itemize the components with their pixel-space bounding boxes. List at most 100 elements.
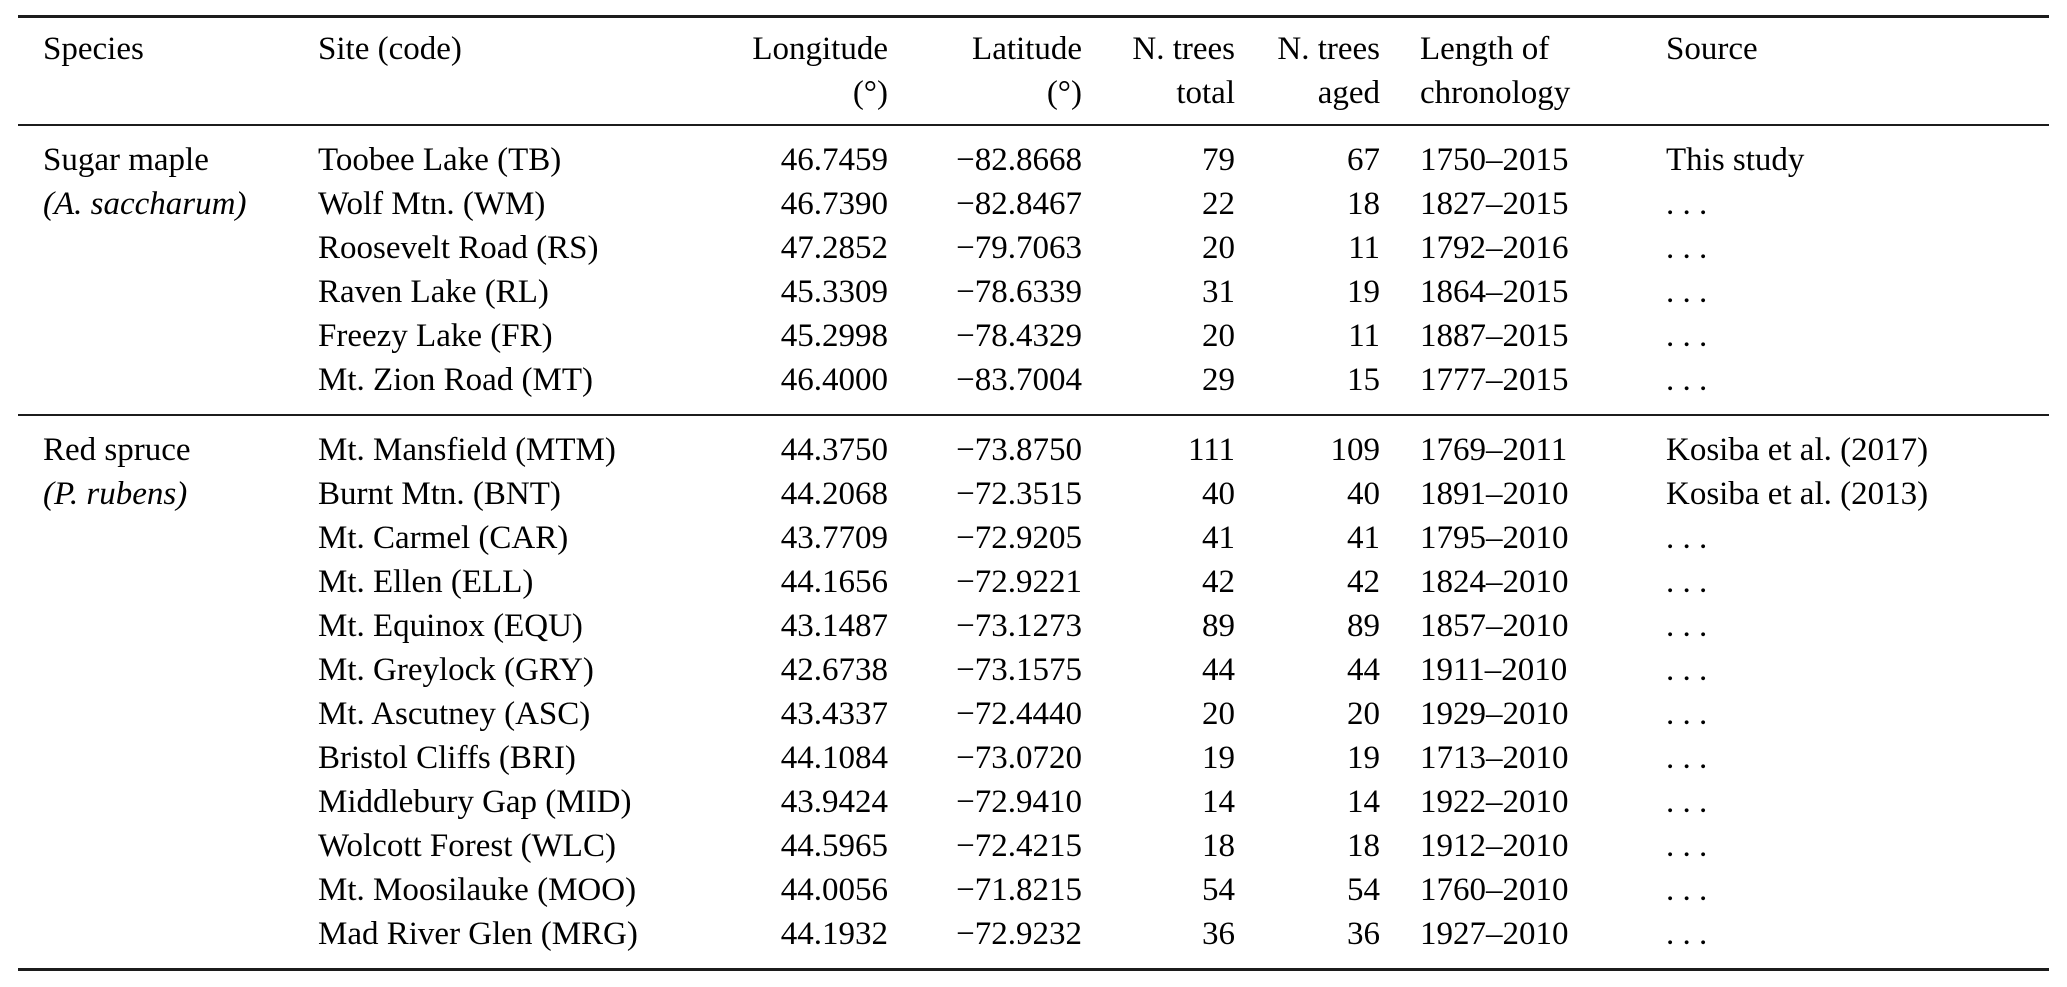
source-cell: . . . xyxy=(1666,318,1708,354)
study-sites-table: Species Site (code) Longitude (°) Latitu… xyxy=(18,15,2049,971)
latitude-cell: −72.9205 xyxy=(956,520,1082,556)
species-latin-name: (P. rubens) xyxy=(43,476,188,512)
longitude-cell: 43.1487 xyxy=(780,608,888,644)
n-trees-total-cell: 19 xyxy=(1202,740,1235,776)
col-header-chronology: Length of chronology xyxy=(1380,17,1666,126)
chronology-cell: 1713–2010 xyxy=(1420,740,1569,776)
site-cell: Burnt Mtn. (BNT) xyxy=(318,476,561,512)
longitude-cell: 43.9424 xyxy=(780,784,888,820)
table-row: Mt. Carmel (CAR) 43.7709 −72.9205 41 41 … xyxy=(18,516,2049,560)
source-cell: . . . xyxy=(1666,872,1708,908)
site-cell: Mt. Greylock (GRY) xyxy=(318,652,594,688)
col-header-source: Source xyxy=(1666,17,2049,126)
n-trees-total-cell: 14 xyxy=(1202,784,1235,820)
source-cell: . . . xyxy=(1666,186,1708,222)
site-cell: Mt. Zion Road (MT) xyxy=(318,362,593,398)
chronology-cell: 1777–2015 xyxy=(1420,362,1569,398)
longitude-cell: 45.2998 xyxy=(780,318,888,354)
chronology-cell: 1891–2010 xyxy=(1420,476,1569,512)
col-header-source-line2 xyxy=(1666,71,2049,115)
longitude-cell: 44.3750 xyxy=(780,432,888,468)
latitude-cell: −78.6339 xyxy=(956,274,1082,310)
latitude-cell: −82.8467 xyxy=(956,186,1082,222)
n-trees-aged-cell: 11 xyxy=(1348,230,1380,266)
site-cell: Wolf Mtn. (WM) xyxy=(318,186,546,222)
table-row: Raven Lake (RL) 45.3309 −78.6339 31 19 1… xyxy=(18,270,2049,314)
site-cell: Mt. Ascutney (ASC) xyxy=(318,696,591,732)
n-trees-total-cell: 89 xyxy=(1202,608,1235,644)
table-row: Mad River Glen (MRG) 44.1932 −72.9232 36… xyxy=(18,912,2049,970)
n-trees-aged-cell: 11 xyxy=(1348,318,1380,354)
col-header-source-line1: Source xyxy=(1666,31,1758,67)
n-trees-total-cell: 41 xyxy=(1202,520,1235,556)
chronology-cell: 1887–2015 xyxy=(1420,318,1569,354)
source-cell: . . . xyxy=(1666,564,1708,600)
species-group-red-spruce: Red spruce (P. rubens) Mt. Mansfield (MT… xyxy=(18,415,2049,970)
site-cell: Mt. Equinox (EQU) xyxy=(318,608,583,644)
n-trees-aged-cell: 20 xyxy=(1347,696,1380,732)
latitude-cell: −82.8668 xyxy=(956,142,1082,178)
n-trees-aged-cell: 54 xyxy=(1347,872,1380,908)
col-header-latitude-line2: (°) xyxy=(1046,75,1082,111)
source-cell: . . . xyxy=(1666,916,1708,952)
source-cell: This study xyxy=(1666,142,1805,178)
source-cell: . . . xyxy=(1666,784,1708,820)
longitude-cell: 44.1084 xyxy=(780,740,888,776)
col-header-latitude-line1: Latitude xyxy=(972,31,1082,67)
table-row: Red spruce (P. rubens) Mt. Mansfield (MT… xyxy=(18,415,2049,512)
source-cell: . . . xyxy=(1666,608,1708,644)
n-trees-total-cell: 22 xyxy=(1202,186,1235,222)
table-header: Species Site (code) Longitude (°) Latitu… xyxy=(18,17,2049,126)
longitude-cell: 42.6738 xyxy=(780,652,888,688)
longitude-cell: 45.3309 xyxy=(780,274,888,310)
latitude-cell: −71.8215 xyxy=(956,872,1082,908)
n-trees-aged-cell: 18 xyxy=(1347,186,1380,222)
species-common-name: Sugar maple xyxy=(43,142,209,178)
table-row: Mt. Moosilauke (MOO) 44.0056 −71.8215 54… xyxy=(18,868,2049,912)
chronology-cell: 1864–2015 xyxy=(1420,274,1569,310)
site-cell: Mt. Mansfield (MTM) xyxy=(318,432,616,468)
latitude-cell: −72.3515 xyxy=(956,476,1082,512)
n-trees-total-cell: 29 xyxy=(1202,362,1235,398)
longitude-cell: 44.1932 xyxy=(780,916,888,952)
chronology-cell: 1929–2010 xyxy=(1420,696,1569,732)
chronology-cell: 1912–2010 xyxy=(1420,828,1569,864)
n-trees-total-cell: 79 xyxy=(1202,142,1235,178)
n-trees-aged-cell: 19 xyxy=(1347,274,1380,310)
chronology-cell: 1795–2010 xyxy=(1420,520,1569,556)
n-trees-total-cell: 44 xyxy=(1202,652,1235,688)
site-cell: Wolcott Forest (WLC) xyxy=(318,828,616,864)
col-header-longitude-line1: Longitude xyxy=(752,31,888,67)
col-header-n-trees-aged: N. trees aged xyxy=(1235,17,1380,126)
source-cell: Kosiba et al. (2017) xyxy=(1666,432,1929,468)
col-header-species-line1: Species xyxy=(43,31,144,67)
n-trees-aged-cell: 41 xyxy=(1347,520,1380,556)
latitude-cell: −72.9410 xyxy=(956,784,1082,820)
site-cell: Mt. Moosilauke (MOO) xyxy=(318,872,637,908)
col-header-site-line1: Site (code) xyxy=(318,31,462,67)
n-trees-aged-cell: 109 xyxy=(1330,432,1381,468)
n-trees-aged-cell: 40 xyxy=(1347,476,1380,512)
chronology-cell: 1927–2010 xyxy=(1420,916,1569,952)
table-row: Roosevelt Road (RS) 47.2852 −79.7063 20 … xyxy=(18,226,2049,270)
n-trees-aged-cell: 89 xyxy=(1347,608,1380,644)
chronology-cell: 1792–2016 xyxy=(1420,230,1569,266)
n-trees-aged-cell: 42 xyxy=(1347,564,1380,600)
table-row: Wolcott Forest (WLC) 44.5965 −72.4215 18… xyxy=(18,824,2049,868)
n-trees-total-cell: 31 xyxy=(1202,274,1235,310)
longitude-cell: 43.4337 xyxy=(780,696,888,732)
col-header-n-trees-aged-line2: aged xyxy=(1317,75,1380,111)
table-row: Freezy Lake (FR) 45.2998 −78.4329 20 11 … xyxy=(18,314,2049,358)
site-cell: Mt. Carmel (CAR) xyxy=(318,520,569,556)
col-header-n-trees-aged-line1: N. trees xyxy=(1277,31,1380,67)
chronology-cell: 1824–2010 xyxy=(1420,564,1569,600)
n-trees-total-cell: 20 xyxy=(1202,696,1235,732)
col-header-species: Species xyxy=(18,17,318,126)
table-row: Mt. Equinox (EQU) 43.1487 −73.1273 89 89… xyxy=(18,604,2049,648)
source-cell: . . . xyxy=(1666,520,1708,556)
table-row: Mt. Greylock (GRY) 42.6738 −73.1575 44 4… xyxy=(18,648,2049,692)
species-latin-name: (A. saccharum) xyxy=(43,186,247,222)
table-row: Burnt Mtn. (BNT) 44.2068 −72.3515 40 40 … xyxy=(18,472,2049,516)
table-row: Sugar maple (A. saccharum) Toobee Lake (… xyxy=(18,125,2049,222)
